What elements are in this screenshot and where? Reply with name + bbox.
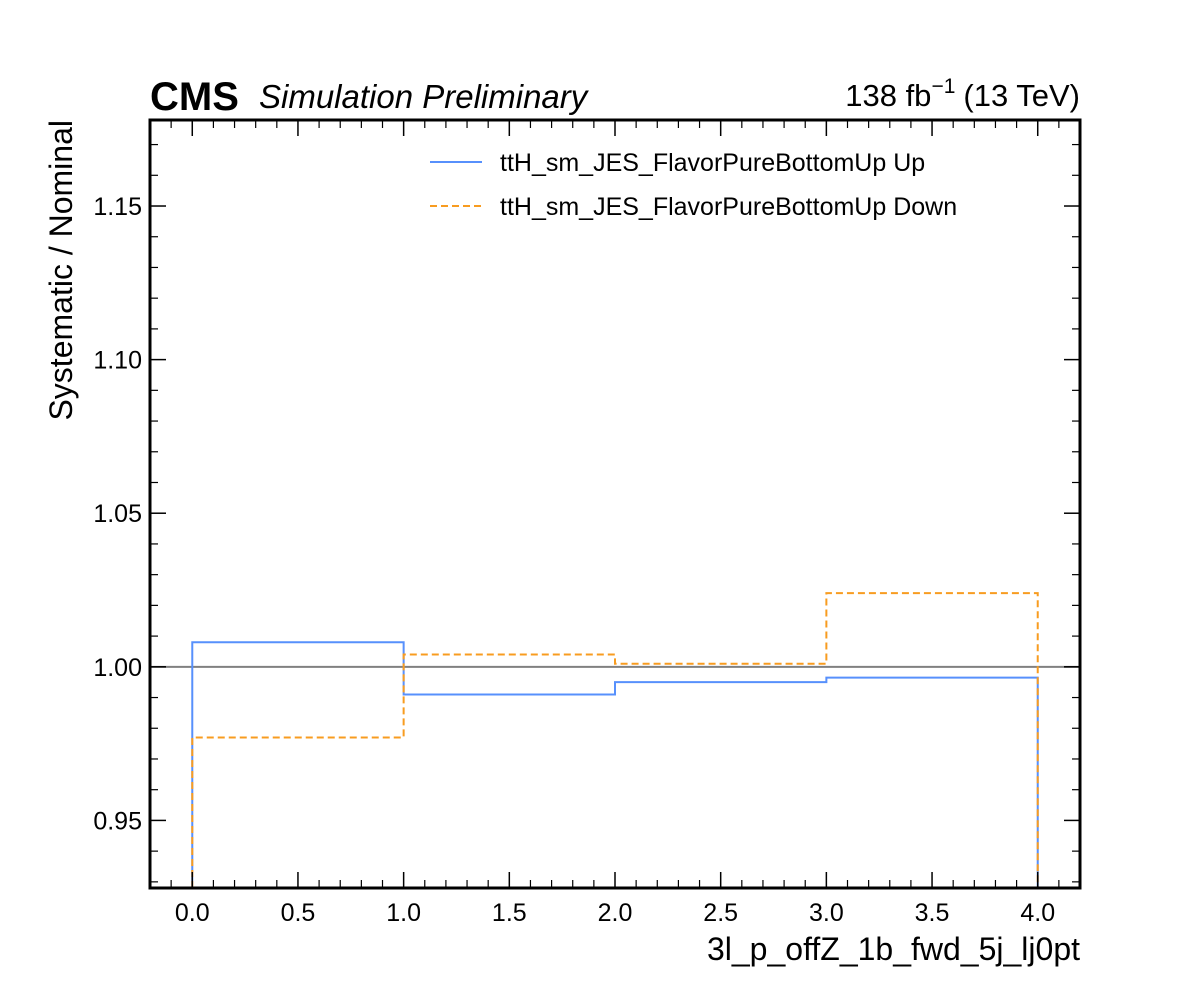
y-tick-label: 1.05 bbox=[93, 500, 142, 528]
series-line-up bbox=[191, 641, 1039, 888]
legend: ttH_sm_JES_FlavorPureBottomUp Up ttH_sm_J… bbox=[430, 149, 957, 221]
x-tick-label: 2.0 bbox=[598, 899, 633, 927]
x-tick-label: 3.5 bbox=[915, 899, 950, 927]
y-axis-label: Systematic / Nominal bbox=[43, 120, 79, 421]
ticks bbox=[150, 120, 1081, 888]
x-tick-label: 4.0 bbox=[1020, 899, 1055, 927]
lumi-label: 138 fb−1 (13 TeV) bbox=[845, 75, 1080, 113]
axes-frame bbox=[148, 118, 1082, 890]
series-line-down bbox=[191, 592, 1039, 888]
legend-label-down: ttH_sm_JES_FlavorPureBottomUp Down bbox=[500, 193, 957, 221]
lumi-value: 138 fb bbox=[845, 78, 931, 113]
energy-label: (13 TeV) bbox=[963, 78, 1080, 113]
x-axis-label: 3l_p_offZ_1b_fwd_5j_lj0pt bbox=[707, 931, 1080, 967]
y-tick-label: 1.10 bbox=[93, 347, 142, 375]
y-tick-label: 1.00 bbox=[93, 654, 142, 682]
cms-label: CMS bbox=[150, 75, 239, 119]
x-tick-label: 2.5 bbox=[703, 899, 738, 927]
x-tick-label: 1.0 bbox=[386, 899, 421, 927]
plot-area bbox=[150, 592, 1080, 888]
lumi-exponent: −1 bbox=[931, 75, 955, 98]
y-tick-label: 0.95 bbox=[93, 807, 142, 835]
y-tick-label: 1.15 bbox=[93, 193, 142, 221]
x-tick-label: 0.5 bbox=[281, 899, 316, 927]
tick-labels: 0.0 0.5 1.0 1.5 2.0 2.5 3.0 3.5 4.0 0.95 1.00 1.05 1… bbox=[93, 193, 1055, 927]
x-tick-label: 0.0 bbox=[175, 899, 210, 927]
legend-label-up: ttH_sm_JES_FlavorPureBottomUp Up bbox=[500, 149, 925, 177]
status-label: Simulation Preliminary bbox=[259, 78, 590, 115]
x-tick-label: 1.5 bbox=[492, 899, 527, 927]
x-tick-label: 3.0 bbox=[809, 899, 844, 927]
